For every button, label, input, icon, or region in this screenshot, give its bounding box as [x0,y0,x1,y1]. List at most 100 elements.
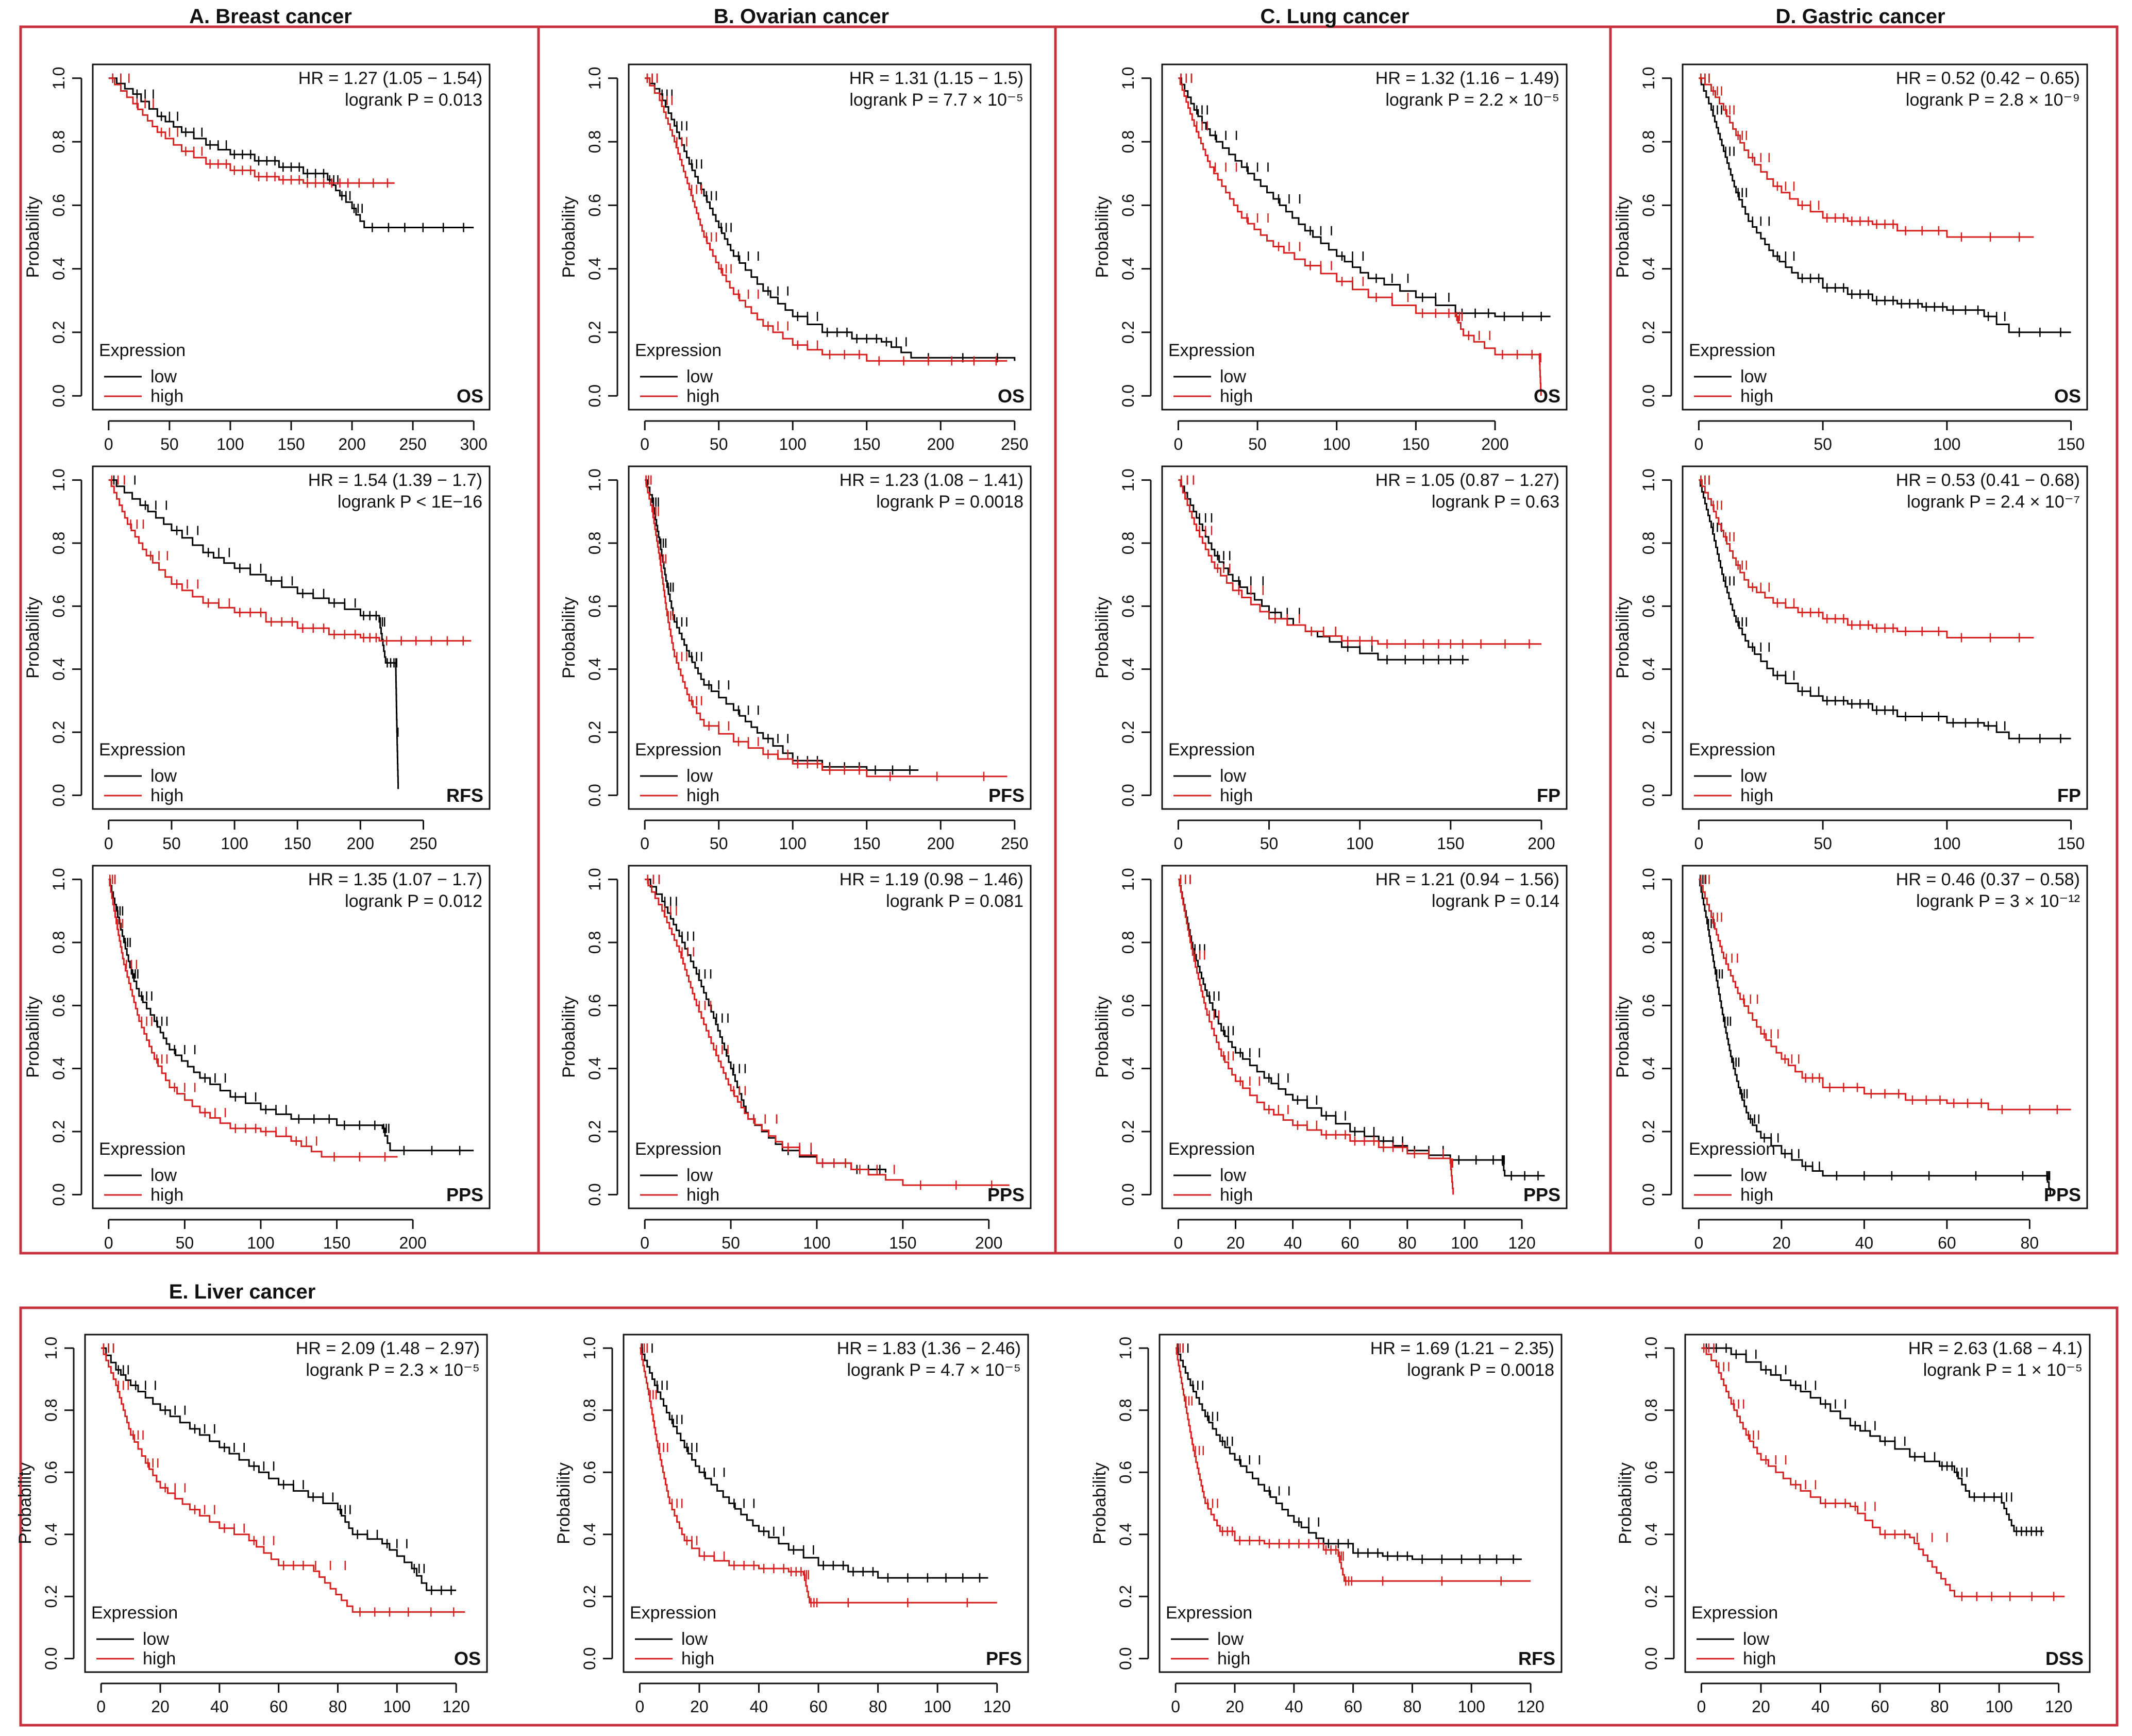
censor-marks-low [1180,874,1539,1181]
y-tick-label: 0.8 [1119,130,1137,153]
curve-high [1178,879,1454,1195]
hazard-ratio-text: HR = 1.27 (1.05 − 1.54) [298,69,482,88]
endpoint-label: OS [1534,385,1560,407]
censor-marks-high [647,874,993,1190]
censor-marks-high [1700,73,2020,242]
x-tick-label: 20 [151,1697,170,1716]
y-axis-title: Probability [1616,1462,1635,1544]
y-tick-label: 1.0 [49,468,68,491]
x-tick-label: 20 [1227,1234,1245,1252]
y-tick-label: 0.8 [585,130,604,153]
legend-label-low: low [1220,367,1246,386]
y-tick-label: 0.8 [585,532,604,554]
km-plot-e-pfs: 0.0 0.2 0.4 0.6 0.8 1.0 Probability 0 20 40 60 80 10… [554,1334,1029,1716]
y-tick-label: 0.6 [1119,194,1137,216]
y-tick-label: 0.6 [585,194,604,216]
y-tick-label: 0.4 [1119,658,1137,680]
y-tick-label: 0.4 [49,658,68,680]
endpoint-label: PPS [987,1184,1025,1205]
x-tick-label: 120 [983,1697,1011,1716]
endpoint-label: OS [2054,385,2081,407]
censor-marks-low [113,475,399,737]
legend-label-high: high [686,386,719,406]
curve-high [645,77,1008,362]
y-tick-label: 1.0 [580,1337,599,1359]
censor-marks-low [1700,475,2061,744]
legend-label-low: low [681,1629,708,1649]
x-tick-label: 40 [750,1697,768,1716]
y-tick-label: 1.0 [1119,67,1137,90]
censor-marks-low [1699,874,2051,1181]
x-tick-label: 200 [399,1234,426,1252]
legend-label-high: high [1220,386,1253,406]
x-tick-label: 100 [383,1697,411,1716]
x-tick-label: 40 [1855,1234,1874,1252]
y-tick-label: 0.4 [42,1523,60,1546]
x-tick-label: 0 [640,834,649,853]
y-tick-label: 0.2 [1119,721,1137,744]
curve-low [108,77,474,228]
legend-label-high: high [686,1185,719,1205]
x-tick-label: 80 [869,1697,887,1716]
hazard-ratio-text: HR = 2.63 (1.68 − 4.1) [1908,1339,2083,1358]
x-tick-label: 120 [1517,1697,1544,1716]
plot-box [1161,63,1568,411]
legend-label-low: low [150,766,177,786]
legend-title: Expression [1691,1603,1778,1623]
hazard-ratio-text: HR = 1.21 (0.94 − 1.56) [1375,870,1559,889]
y-axis-title: Probability [23,597,43,679]
plot-box [628,865,1032,1209]
hazard-ratio-text: HR = 0.46 (0.37 − 0.58) [1896,870,2080,889]
endpoint-label: OS [454,1648,481,1669]
x-tick-label: 200 [1527,834,1555,853]
hazard-ratio-text: HR = 0.52 (0.42 − 0.65) [1896,69,2080,88]
km-plot-a-rfs: 0.0 0.2 0.4 0.6 0.8 1.0 Probability 0 50 100 150 20… [23,465,491,853]
legend-title: Expression [1689,740,1775,760]
endpoint-label: FP [1537,785,1560,806]
x-tick-label: 250 [1001,435,1028,453]
x-tick-label: 100 [779,834,807,853]
x-tick-label: 200 [347,834,374,853]
legend-label-high: high [1740,386,1773,406]
logrank-p-text: logrank P < 1E−16 [338,492,482,512]
x-tick-label: 250 [1001,834,1028,853]
x-tick-label: 40 [1285,1697,1303,1716]
legend-label-low: low [1740,1166,1767,1185]
curve-high [1178,479,1541,645]
plot-box [628,63,1032,411]
y-tick-label: 1.0 [1639,468,1658,491]
y-tick-label: 1.0 [49,868,68,890]
y-tick-label: 0.2 [49,1120,68,1143]
y-tick-label: 0.8 [1642,1398,1660,1421]
y-tick-label: 0.4 [49,257,68,280]
y-tick-label: 0.6 [1639,595,1658,617]
legend-label-high: high [1217,1649,1250,1668]
curve-low [101,1347,457,1591]
km-plot-b-pfs: 0.0 0.2 0.4 0.6 0.8 1.0 Probability 0 50 100 150 20… [559,465,1032,853]
y-tick-label: 0.6 [42,1461,60,1484]
x-tick-label: 40 [1811,1697,1830,1716]
x-tick-label: 50 [1248,435,1267,453]
km-plot-d-pps: 0.0 0.2 0.4 0.6 0.8 1.0 Probability 0 20 40 60 80 HR… [1613,865,2088,1252]
legend-title: Expression [91,1603,178,1623]
y-tick-label: 0.2 [1639,321,1658,344]
x-tick-label: 0 [1694,834,1704,853]
logrank-p-text: logrank P = 0.0018 [1407,1360,1554,1380]
x-tick-label: 0 [1694,435,1704,453]
plot-box [1161,465,1568,810]
x-tick-label: 100 [803,1234,830,1252]
y-tick-label: 1.0 [1119,468,1137,491]
y-tick-label: 0.4 [580,1523,599,1546]
x-tick-label: 0 [640,435,649,453]
x-tick-label: 60 [809,1697,828,1716]
y-axis-title: Probability [23,196,43,278]
x-tick-label: 60 [1341,1234,1359,1252]
y-tick-label: 0.0 [1119,384,1137,407]
y-tick-label: 0.2 [1119,321,1137,344]
x-tick-label: 100 [221,834,248,853]
section-label-c: C. Lung cancer [1261,5,1409,28]
km-plot-d-fp: 0.0 0.2 0.4 0.6 0.8 1.0 Probability 0 50 100 150 HR… [1613,465,2088,853]
x-tick-label: 100 [247,1234,274,1252]
censor-marks-high [1176,1343,1502,1586]
x-tick-label: 50 [1814,435,1832,453]
